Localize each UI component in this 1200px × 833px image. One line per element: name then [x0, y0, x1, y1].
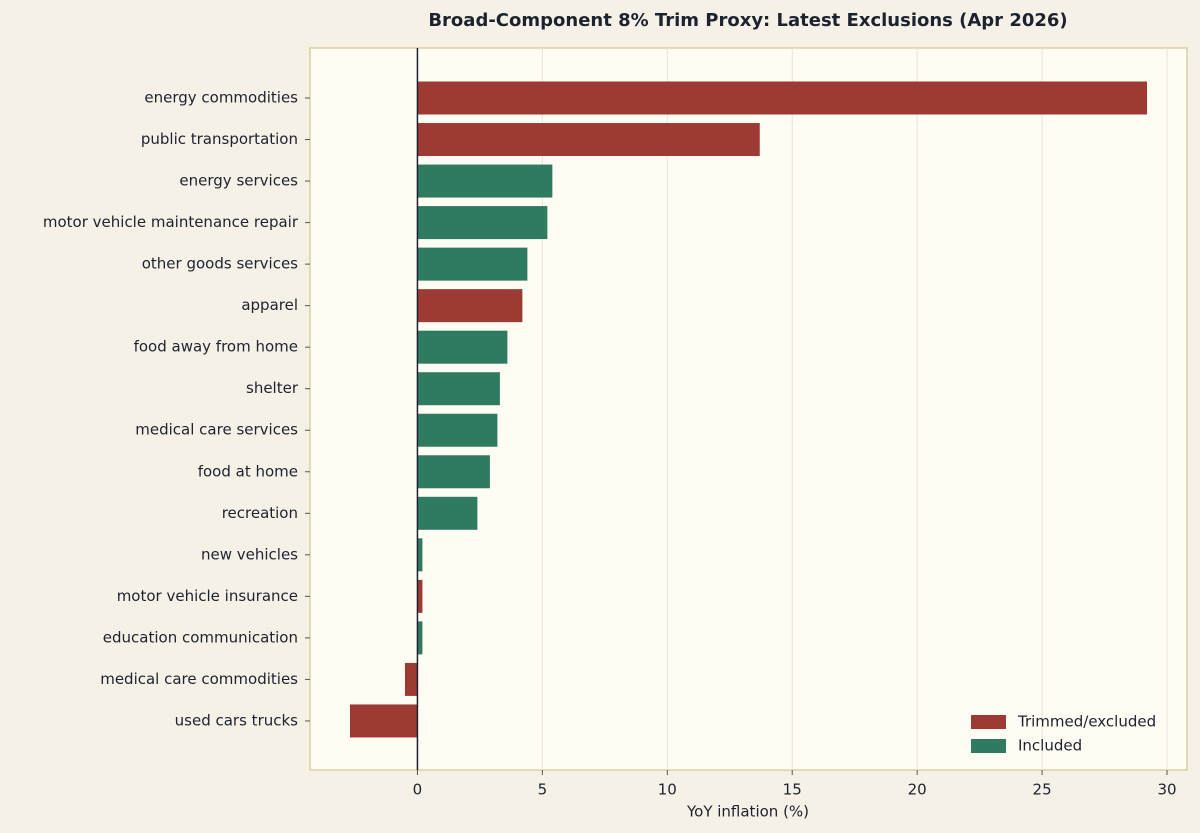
bar — [417, 455, 490, 489]
bar — [417, 496, 478, 530]
x-tick-label: 10 — [658, 781, 677, 799]
x-tick-label: 30 — [1157, 781, 1176, 799]
y-tick-label: recreation — [222, 504, 298, 522]
legend-label: Included — [1018, 737, 1082, 755]
bar — [417, 81, 1148, 115]
y-tick-label: apparel — [241, 296, 298, 314]
bar — [417, 413, 498, 447]
y-tick-label: shelter — [246, 379, 299, 397]
bar — [417, 164, 553, 198]
plot-area — [309, 47, 1188, 771]
y-tick-label: public transportation — [141, 130, 298, 148]
y-tick-label: other goods services — [142, 255, 298, 273]
bar — [404, 662, 418, 696]
y-tick-label: food at home — [198, 462, 298, 480]
bar — [417, 247, 528, 281]
y-tick-label: energy services — [179, 172, 298, 190]
y-tick-label: used cars trucks — [175, 711, 299, 729]
x-tick-label: 5 — [538, 781, 548, 799]
y-tick-label: medical care commodities — [100, 670, 298, 688]
bar — [417, 206, 548, 240]
legend-swatch — [971, 739, 1006, 753]
bar — [349, 704, 418, 738]
y-tick-label: energy commodities — [144, 89, 298, 107]
legend-swatch — [971, 715, 1006, 729]
legend-label: Trimmed/excluded — [1017, 713, 1156, 731]
y-tick-label: motor vehicle insurance — [117, 587, 298, 605]
x-axis-label: YoY inflation (%) — [686, 803, 809, 821]
bar — [417, 289, 523, 323]
y-tick-label: food away from home — [134, 338, 298, 356]
bar — [417, 579, 423, 613]
x-tick-label: 25 — [1033, 781, 1052, 799]
y-tick-label: education communication — [103, 628, 298, 646]
bar — [417, 621, 423, 655]
x-tick-label: 0 — [413, 781, 423, 799]
bar — [417, 372, 500, 406]
y-tick-label: new vehicles — [201, 545, 298, 563]
x-tick-label: 15 — [783, 781, 802, 799]
y-tick-label: medical care services — [135, 421, 298, 439]
chart-title: Broad-Component 8% Trim Proxy: Latest Ex… — [428, 10, 1067, 31]
x-tick-label: 20 — [908, 781, 927, 799]
y-tick-label: motor vehicle maintenance repair — [43, 213, 299, 231]
bar — [417, 538, 423, 572]
bar — [417, 123, 760, 157]
bar — [417, 330, 508, 364]
